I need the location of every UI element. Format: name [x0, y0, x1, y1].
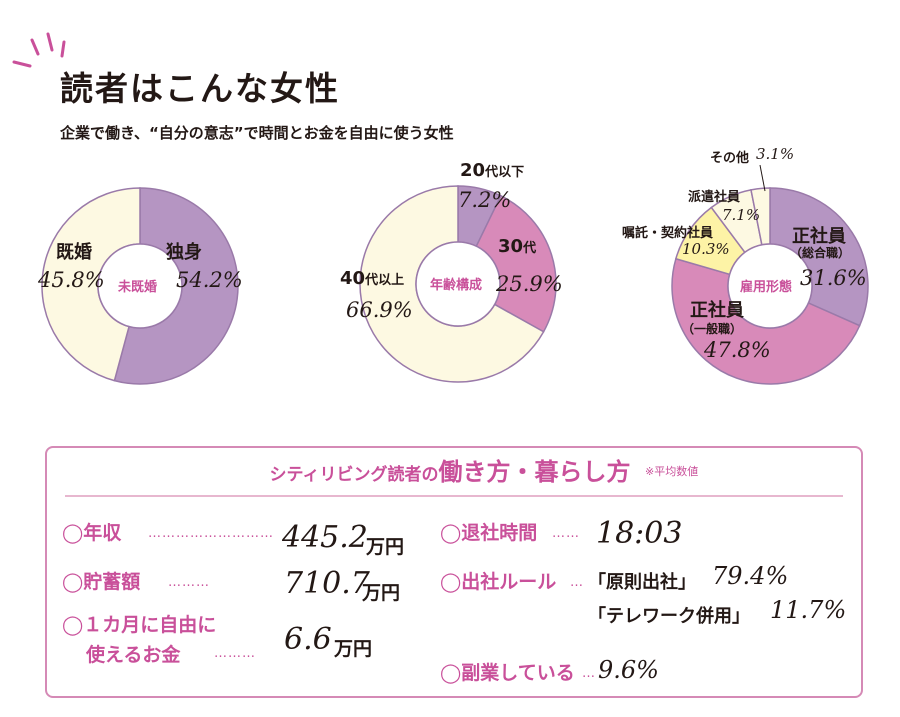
fulltime-general-label: 正社員 [690, 300, 744, 321]
fulltime-career-sublabel: （総合職） [790, 246, 851, 260]
marital-status-donut-chart [41, 187, 239, 385]
employment-center-label: 雇用形態 [740, 280, 793, 295]
panel-note: ※平均数値 [645, 465, 699, 478]
income-dots: ……………………… [148, 526, 274, 541]
sparkle-decoration-icon [12, 32, 66, 68]
office-rule1-label: 「原則出社」 [588, 572, 696, 593]
side-job-value: 9.6% [598, 656, 659, 684]
dispatch-label: 派遣社員 [688, 190, 741, 205]
office-rule-label: ◯出社ルール [440, 571, 557, 593]
age-30-label: 30代 [498, 236, 537, 257]
chart1-center-hole [415, 241, 501, 327]
monthly-label-line2: 使えるお金 [86, 644, 181, 666]
leave-time-label: ◯退社時間 [440, 522, 538, 544]
age-20-value: 7.2% [458, 188, 512, 212]
side-job-dots: … [582, 666, 596, 681]
office-rule-dots: … [570, 575, 584, 590]
leave-time-dots: …… [552, 526, 580, 541]
savings-unit: 万円 [362, 582, 401, 604]
side-job-label: ◯副業している [440, 662, 575, 684]
savings-value: 710.7 [284, 566, 370, 601]
monthly-value: 6.6 [284, 622, 332, 657]
marital-center-label: 未既婚 [118, 280, 158, 295]
fulltime-general-sublabel: （一般職） [682, 322, 743, 336]
other-value: 3.1% [756, 145, 795, 163]
savings-dots: ……… [168, 575, 210, 590]
contract-value: 10.3% [682, 240, 730, 258]
age-composition-donut-chart [359, 185, 557, 383]
single-label: 独身 [166, 242, 202, 263]
single-value: 54.2% [176, 268, 243, 292]
married-value: 45.8% [38, 268, 105, 292]
leave-time-value: 18:03 [596, 516, 683, 551]
lifestyle-panel [45, 446, 863, 698]
fulltime-career-value: 31.6% [800, 266, 867, 290]
fulltime-career-label: 正社員 [792, 226, 846, 247]
age-30-value: 25.9% [496, 272, 563, 296]
savings-label: ◯貯蓄額 [62, 571, 141, 593]
other-leader-line [759, 165, 766, 192]
income-label: ◯年収 [62, 522, 122, 544]
age-20-label: 20代以下 [460, 160, 525, 181]
monthly-unit: 万円 [334, 638, 373, 660]
other-label: その他 [710, 151, 750, 166]
employment-type-donut-chart [671, 187, 869, 385]
office-rule2-value: 11.7% [770, 596, 847, 624]
page-title: 読者はこんな女性 [60, 69, 340, 108]
office-rule1-value: 79.4% [712, 562, 789, 590]
contract-label: 嘱託・契約社員 [622, 226, 714, 241]
monthly-label-line1: ◯１カ月に自由に [62, 614, 217, 636]
age-center-label: 年齢構成 [430, 278, 483, 293]
chart0-center-hole [97, 243, 183, 329]
married-label: 既婚 [56, 242, 92, 263]
dispatch-value: 7.1% [722, 206, 761, 224]
income-unit: 万円 [366, 536, 405, 558]
panel-title: シティリビング読者の働き方・暮らし方 [269, 458, 631, 486]
age-40-label: 40代以上 [340, 268, 405, 289]
fulltime-general-value: 47.8% [704, 338, 771, 362]
panel-divider [65, 495, 843, 497]
age-40-value: 66.9% [346, 298, 413, 322]
office-rule2-label: 「テレワーク併用」 [588, 606, 750, 627]
chart2-center-hole [727, 243, 813, 329]
page-subtitle: 企業で働き、“自分の意志”で時間とお金を自由に使う女性 [60, 124, 454, 142]
monthly-dots: ……… [214, 646, 256, 661]
income-value: 445.2 [282, 520, 368, 555]
